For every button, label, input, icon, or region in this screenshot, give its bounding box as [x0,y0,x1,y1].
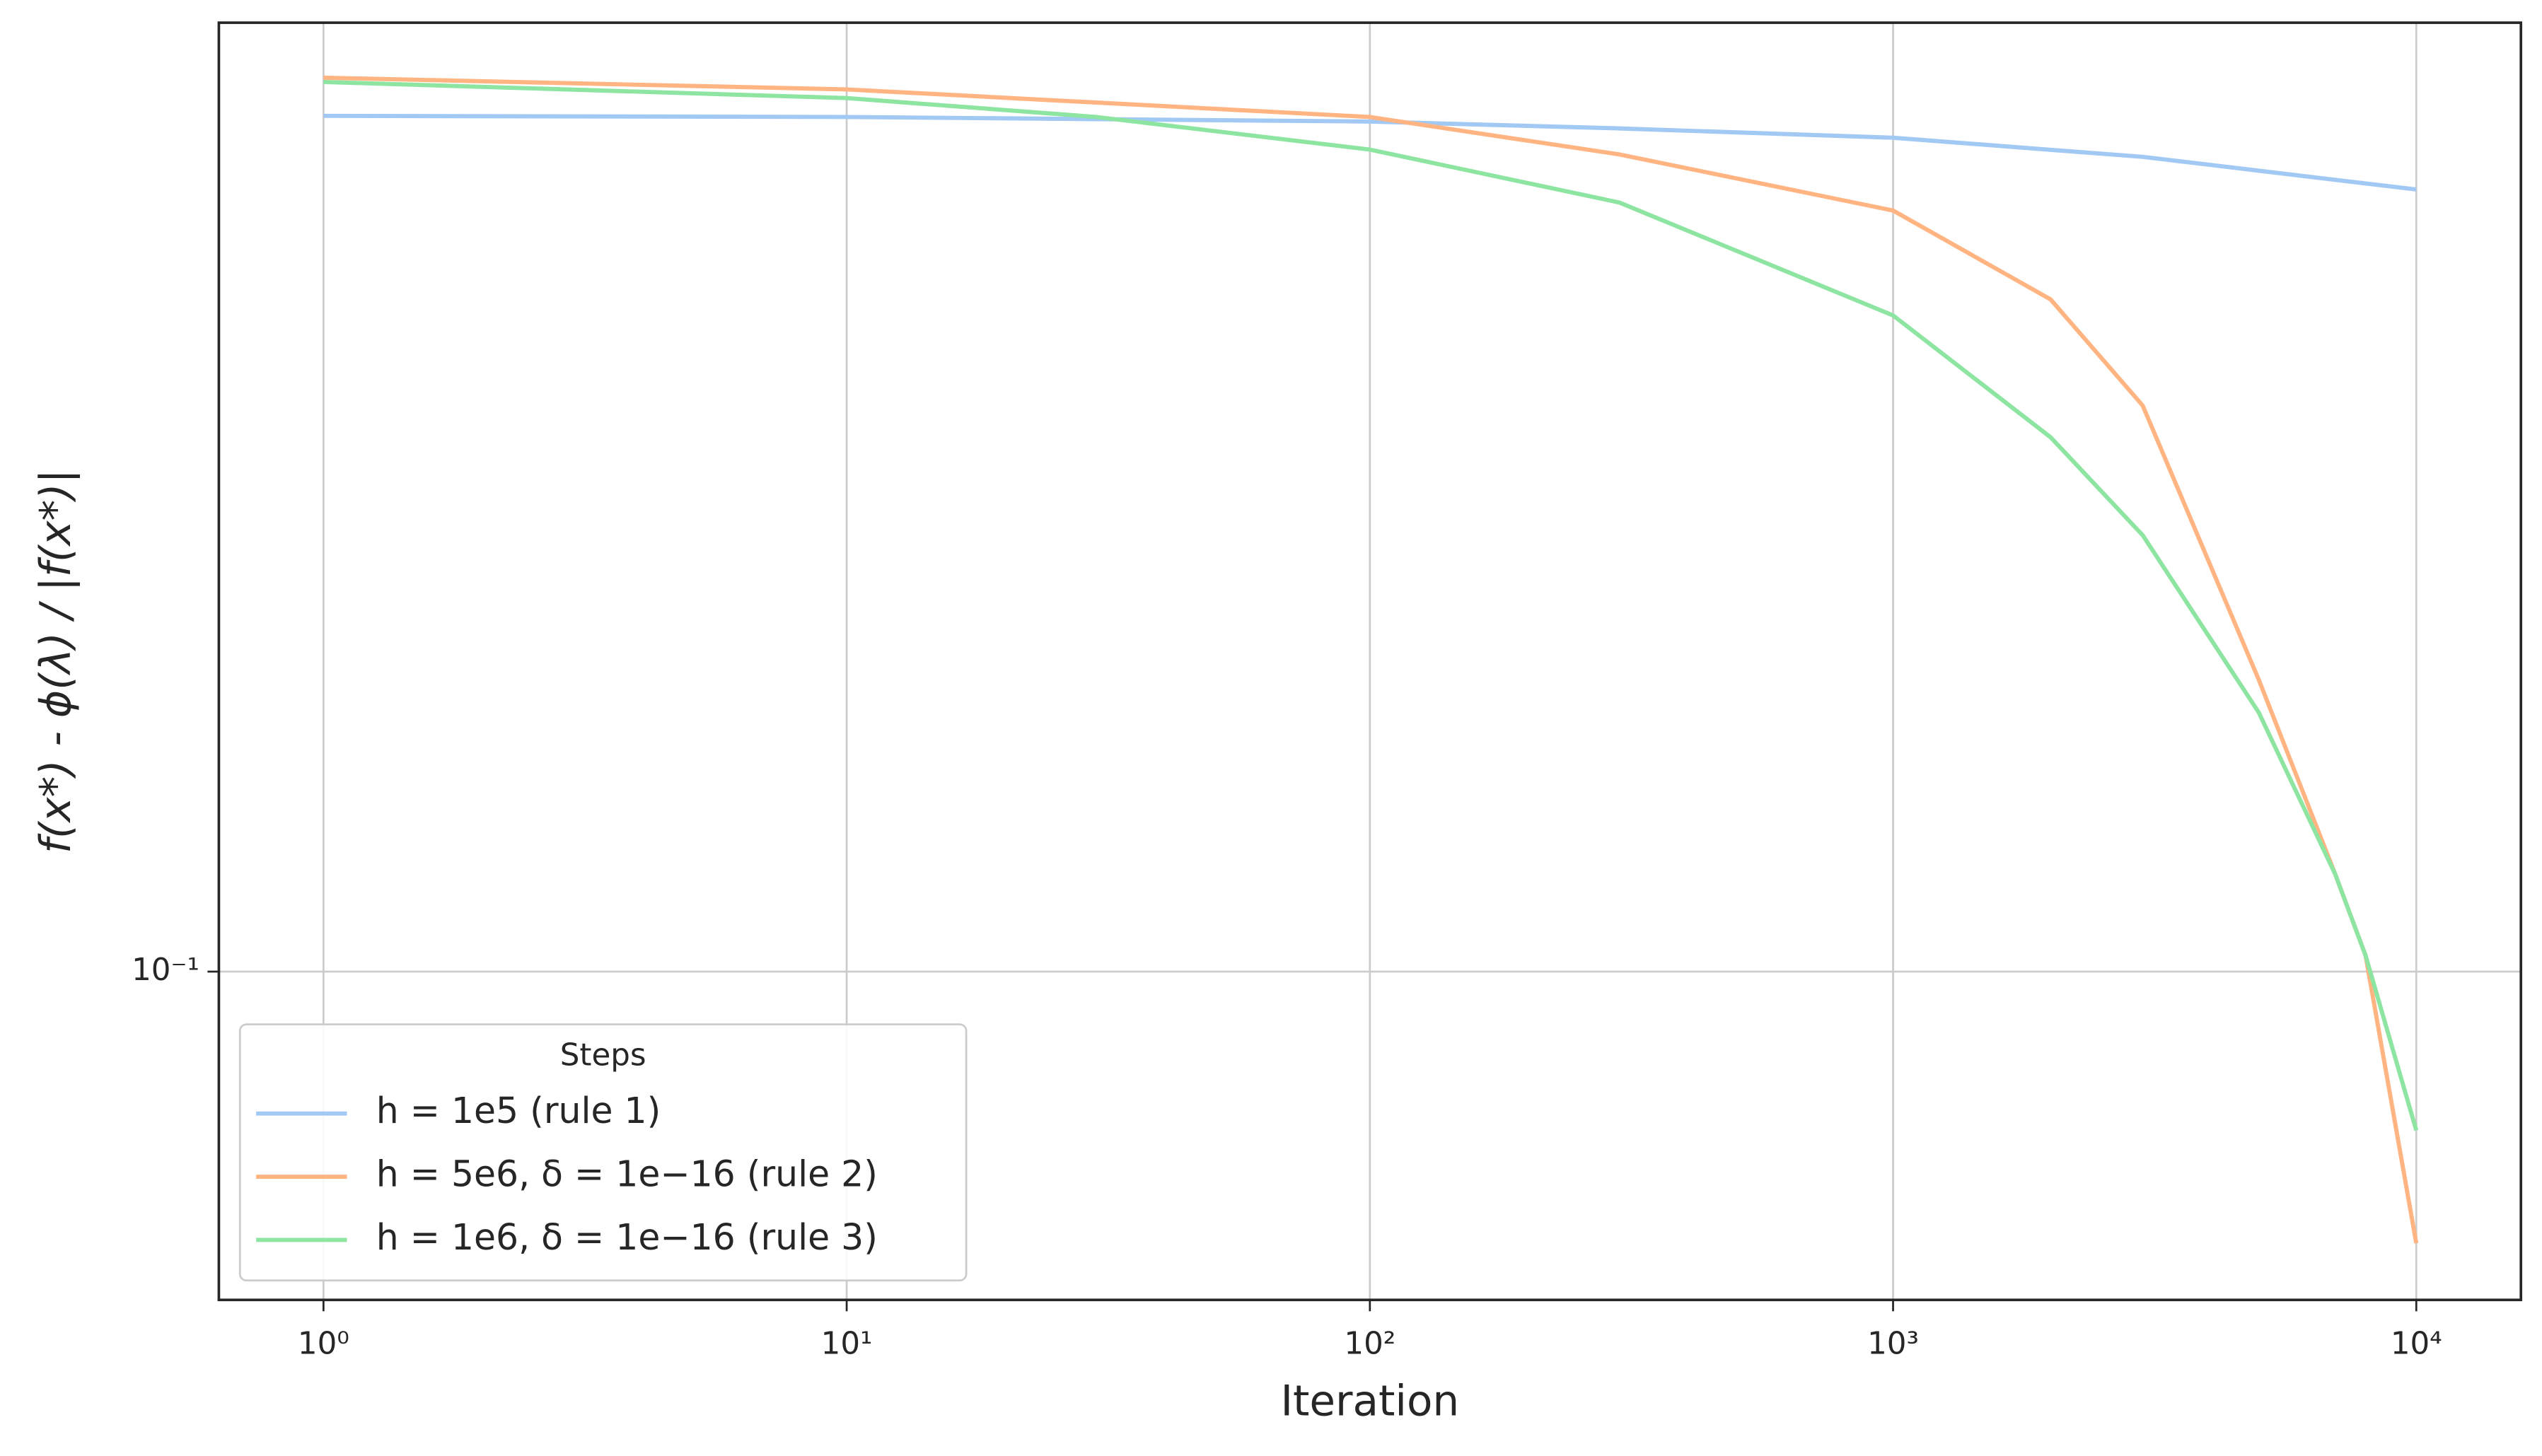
x-axis-label: Iteration [1280,1378,1459,1426]
x-tick-label: 10⁴ [2391,1326,2442,1361]
legend-box [238,1023,968,1282]
y-axis-label: f(x*) - ϕ(λ) / |f(x*)| [32,469,81,854]
x-tick-label: 10³ [1867,1326,1919,1361]
plot-frame [217,21,2523,1302]
series-line [323,113,2417,192]
legend-label: h = 5e6, δ = 1e−16 (rule 2) [376,1153,878,1195]
y-tick-label: 10⁻¹ [132,953,199,988]
legend-title: Steps [560,1037,646,1073]
series-line [323,79,2419,1131]
legend-label: h = 1e5 (rule 1) [376,1090,661,1131]
legend-label: h = 1e6, δ = 1e−16 (rule 3) [376,1216,878,1258]
x-tick-label: 10¹ [821,1326,873,1361]
legend: Steps h = 1e5 (rule 1) h = 5e6, δ = 1e−16 … [238,1023,968,1282]
x-tick-label: 10² [1344,1326,1395,1361]
x-tick-label: 10⁰ [298,1326,349,1361]
